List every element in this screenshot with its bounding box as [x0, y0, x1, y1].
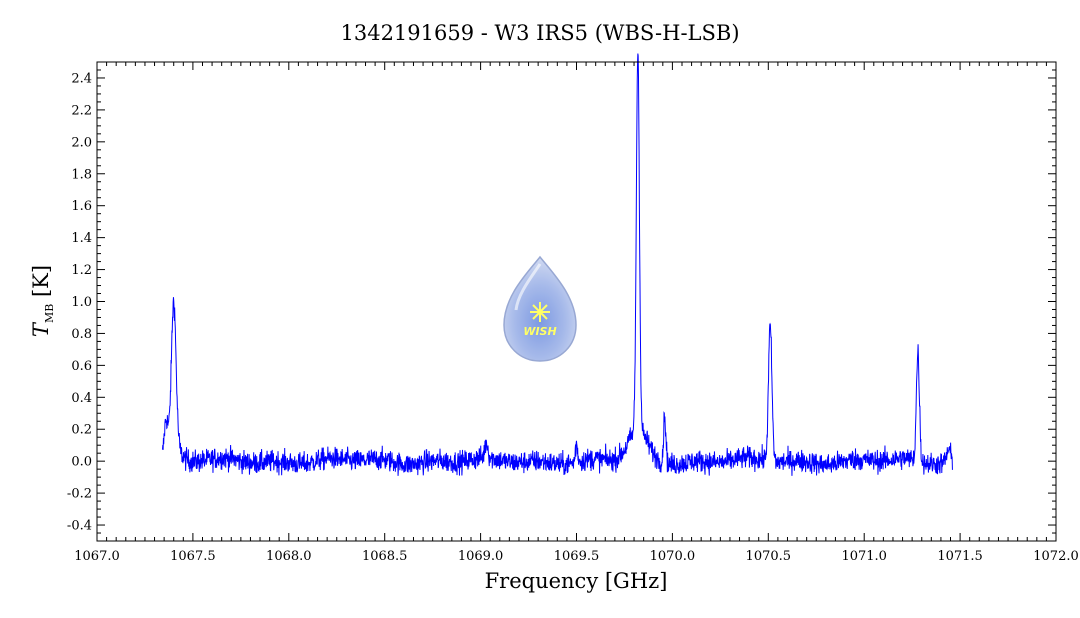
spectrum-line: [161, 53, 953, 476]
y-tick-label: 1.0: [71, 295, 92, 310]
y-tick-label: 1.2: [71, 263, 92, 278]
x-tick-label: 1067.0: [74, 549, 120, 564]
x-axis-ticks: 1067.0 1067.5 1068.0 1068.5 1069.0 1069.5 1070…: [74, 62, 1079, 564]
y-axis-label: TMB [K]: [29, 265, 56, 337]
x-axis-label: Frequency [GHz]: [485, 569, 668, 593]
y-tick-label: 0.6: [71, 359, 92, 374]
chart-title: 1342191659 - W3 IRS5 (WBS-H-LSB): [340, 21, 739, 45]
svg-text:TMB [K]: TMB [K]: [29, 265, 56, 337]
y-tick-label: 1.4: [71, 231, 92, 246]
y-tick-label: 2.2: [71, 103, 92, 118]
y-tick-label: 1.6: [71, 199, 92, 214]
x-tick-label: 1071.0: [841, 549, 887, 564]
x-tick-label: 1071.5: [937, 549, 983, 564]
y-axis-unit: [K]: [29, 265, 53, 297]
spectrum-series-line: [161, 53, 953, 476]
wish-logo-text: WISH: [523, 325, 556, 338]
x-tick-label: 1067.5: [170, 549, 216, 564]
x-tick-label: 1072.0: [1033, 549, 1079, 564]
x-tick-label: 1068.0: [266, 549, 312, 564]
x-tick-label: 1070.0: [650, 549, 696, 564]
y-axis-ticks: -0.4 -0.2 0.0 0.2 0.4 0.6 0.8 1.0 1.2 1.4 1.6 1.8 2.…: [67, 61, 1056, 534]
y-tick-label: -0.2: [67, 487, 92, 502]
y-tick-label: 2.4: [71, 71, 92, 86]
y-tick-label: 0.2: [71, 423, 92, 438]
wish-logo: WISH: [503, 255, 577, 362]
y-tick-label: -0.4: [67, 519, 92, 534]
y-axis-symbol: T: [29, 321, 53, 337]
y-tick-label: 1.8: [71, 167, 92, 182]
x-tick-label: 1069.0: [458, 549, 504, 564]
y-axis-subscript: MB: [43, 304, 56, 323]
x-tick-label: 1069.5: [554, 549, 600, 564]
y-tick-label: 0.0: [71, 455, 92, 470]
y-tick-label: 2.0: [71, 135, 92, 150]
y-tick-label: 0.8: [71, 327, 92, 342]
x-tick-label: 1068.5: [362, 549, 408, 564]
x-tick-label: 1070.5: [746, 549, 792, 564]
y-tick-label: 0.4: [71, 391, 92, 406]
plot-frame: [96, 61, 1057, 542]
